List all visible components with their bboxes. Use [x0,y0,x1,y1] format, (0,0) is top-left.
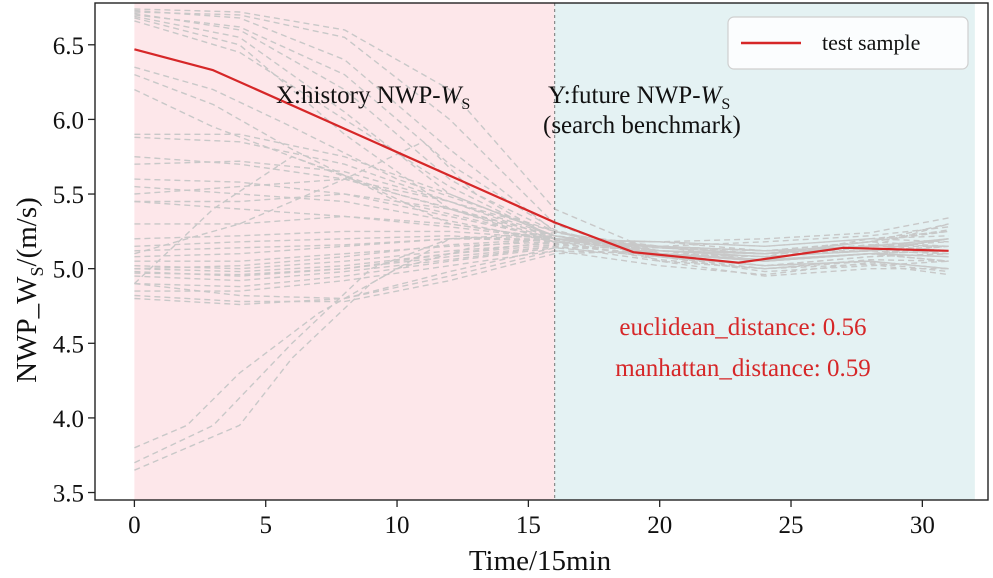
candidate-line-33 [134,244,949,303]
candidate-line-4 [134,11,949,270]
candidate-line-12 [134,133,949,258]
y-tick-label: 3.5 [53,481,84,508]
future-annotation: Y:future NWP-WS [548,82,730,113]
candidate-line-35 [134,238,949,449]
y-tick-label: 4.0 [53,406,84,433]
x-tick-label: 30 [910,512,935,539]
y-axis-label: NWP_WS/(m/s) [11,197,47,383]
plot-frame [94,2,989,501]
candidate-line-34 [134,247,949,306]
candidate-line-37 [134,232,949,471]
y-tick-label: 5.5 [53,182,84,209]
x-tick-label: 25 [779,512,804,539]
candidate-lines [133,3,949,500]
x-axis-label: Time/15min [469,545,612,577]
history-annotation: X:history NWP-WS [276,82,470,113]
candidate-line-7 [134,20,949,255]
future-annotation-line2: (search benchmark) [543,112,741,139]
manhattan-distance-label: manhattan_distance: 0.59 [615,355,870,382]
legend: test sample [727,16,969,70]
test-sample-line [134,48,949,264]
candidate-line-18 [134,193,949,255]
y-tick-label: 6.0 [53,107,84,134]
test-sample-layer [134,48,949,264]
y-tick-label: 4.5 [53,331,84,358]
candidate-line-6 [134,14,949,267]
candidate-line-30 [134,229,949,288]
legend-label: test sample [822,30,920,55]
history-region [134,3,555,500]
candidate-line-42 [134,241,949,276]
x-tick-label: 15 [516,512,541,539]
y-tick-label: 6.5 [53,33,84,60]
x-tick-label: 0 [128,512,141,539]
axes: 0 5 10 15 20 25 30 3.5 4.0 4.5 5.0 5.5 6.0 6.5 [53,2,989,539]
x-tick-label: 5 [259,512,272,539]
candidate-line-32 [134,250,949,300]
legend-box [727,16,969,70]
euclidean-distance-label: euclidean_distance: 0.56 [619,314,866,341]
x-tick-label: 10 [385,512,410,539]
x-tick-label: 20 [647,512,672,539]
y-tick-label: 5.0 [53,257,84,284]
candidate-line-40 [134,217,949,252]
candidate-line-38 [133,155,949,285]
